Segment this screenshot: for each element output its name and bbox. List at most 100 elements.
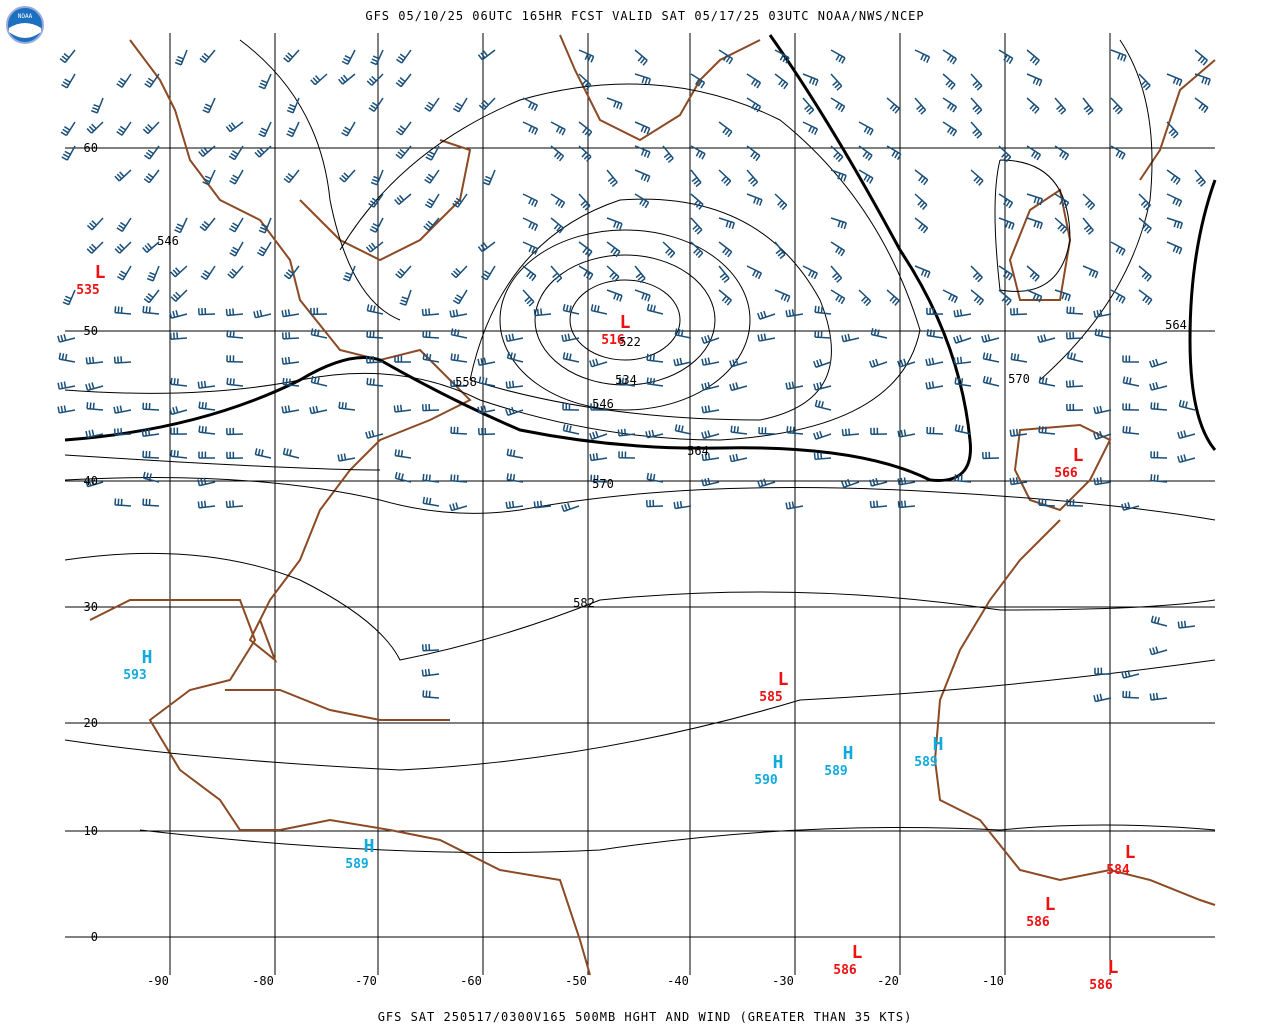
wind-barb <box>970 265 983 283</box>
wind-barb <box>1121 670 1140 679</box>
wind-barb <box>113 428 132 436</box>
wind-barb <box>478 427 496 436</box>
wind-barb <box>452 289 468 305</box>
wind-barb <box>646 353 664 363</box>
wind-barb <box>953 334 972 344</box>
wind-barb <box>368 193 384 208</box>
wind-barb <box>813 358 832 368</box>
wind-barb <box>338 401 356 411</box>
wind-barb <box>399 289 412 306</box>
wind-barb <box>1149 692 1168 701</box>
wind-barb <box>1065 332 1084 340</box>
wind-barb <box>282 447 300 459</box>
logo-text: NOAA <box>18 13 33 20</box>
wind-barb <box>310 73 328 86</box>
wind-barb <box>802 97 815 115</box>
wind-barb <box>1166 241 1183 255</box>
wind-barb <box>199 49 216 63</box>
wind-barb <box>1066 499 1084 507</box>
wind-barb <box>606 241 621 258</box>
wind-barb <box>144 145 160 160</box>
wind-barb <box>113 356 132 364</box>
wind-barb <box>634 169 651 183</box>
wind-barb <box>142 498 160 507</box>
wind-barb <box>830 217 847 230</box>
wind-barb <box>478 97 496 111</box>
wind-barb <box>942 73 956 90</box>
wind-barb <box>1166 169 1181 185</box>
wind-barb <box>718 217 735 230</box>
wind-barb <box>505 500 524 510</box>
wind-barb <box>505 380 524 389</box>
wind-barb <box>170 427 188 435</box>
header-title: GFS 05/10/25 06UTC 165HR FCST VALID SAT … <box>365 9 924 23</box>
wind-barb <box>802 121 819 136</box>
wind-barb <box>506 448 524 459</box>
wind-barb <box>1094 667 1112 675</box>
wind-barb <box>830 241 846 257</box>
wind-barb <box>578 241 593 258</box>
center-value: 589 <box>824 764 847 779</box>
wind-barb <box>199 217 216 232</box>
wind-barb <box>85 382 104 392</box>
center-symbol: L <box>1125 842 1136 863</box>
wind-barb <box>1094 328 1112 339</box>
wind-barb <box>1177 430 1196 440</box>
wind-barb <box>718 169 732 187</box>
wind-barb <box>522 121 539 135</box>
wind-barb <box>533 500 552 509</box>
wind-barb <box>395 265 412 279</box>
wind-barb <box>258 73 272 90</box>
wind-barb <box>590 474 608 483</box>
wind-barb <box>914 97 927 115</box>
wind-barb <box>1150 615 1168 627</box>
wind-barb <box>1166 193 1183 207</box>
wind-barb <box>1054 97 1067 115</box>
wind-barb <box>718 265 730 284</box>
wind-barb <box>228 145 244 161</box>
center-symbol: L <box>1073 445 1084 466</box>
wind-barb <box>718 241 733 258</box>
center-symbol: L <box>1045 894 1056 915</box>
wind-barb <box>505 333 524 343</box>
wind-barb <box>425 145 440 161</box>
wind-barb <box>1178 399 1196 411</box>
wind-barb <box>690 169 702 188</box>
wind-barb <box>229 169 244 185</box>
wind-barb <box>394 355 412 363</box>
wind-barb <box>342 265 356 282</box>
wind-barb <box>982 451 1000 460</box>
wind-barb <box>830 169 847 182</box>
wind-barb <box>450 265 468 279</box>
wind-barb <box>814 399 832 411</box>
wind-barb <box>886 289 900 306</box>
center-symbol: L <box>778 669 789 690</box>
wind-barb <box>91 97 104 114</box>
center-value: 589 <box>914 755 937 770</box>
contour-label: 558 <box>455 375 477 389</box>
wind-barb <box>394 449 412 459</box>
wind-barb <box>1122 355 1140 363</box>
wind-barb <box>841 333 860 343</box>
wind-barb <box>286 121 300 138</box>
wind-barb <box>897 477 916 486</box>
wind-barb <box>1110 145 1126 160</box>
wind-barb <box>813 430 832 440</box>
wind-barb <box>1082 217 1094 235</box>
wind-barb <box>998 49 1014 65</box>
wind-barb <box>198 307 216 316</box>
wind-barb <box>634 121 651 135</box>
wind-barb <box>942 121 958 137</box>
wind-barb <box>869 358 888 368</box>
wind-barb <box>729 358 748 368</box>
wind-barb <box>746 193 763 206</box>
wind-barb <box>925 357 944 367</box>
wind-barb <box>774 49 790 64</box>
wind-barb <box>337 73 356 85</box>
wind-barb <box>86 217 104 231</box>
wind-barb <box>370 169 384 186</box>
latitude-label: 20 <box>84 716 98 730</box>
wind-barb <box>522 289 535 307</box>
wind-barb <box>142 450 160 459</box>
wind-barb <box>589 358 608 368</box>
